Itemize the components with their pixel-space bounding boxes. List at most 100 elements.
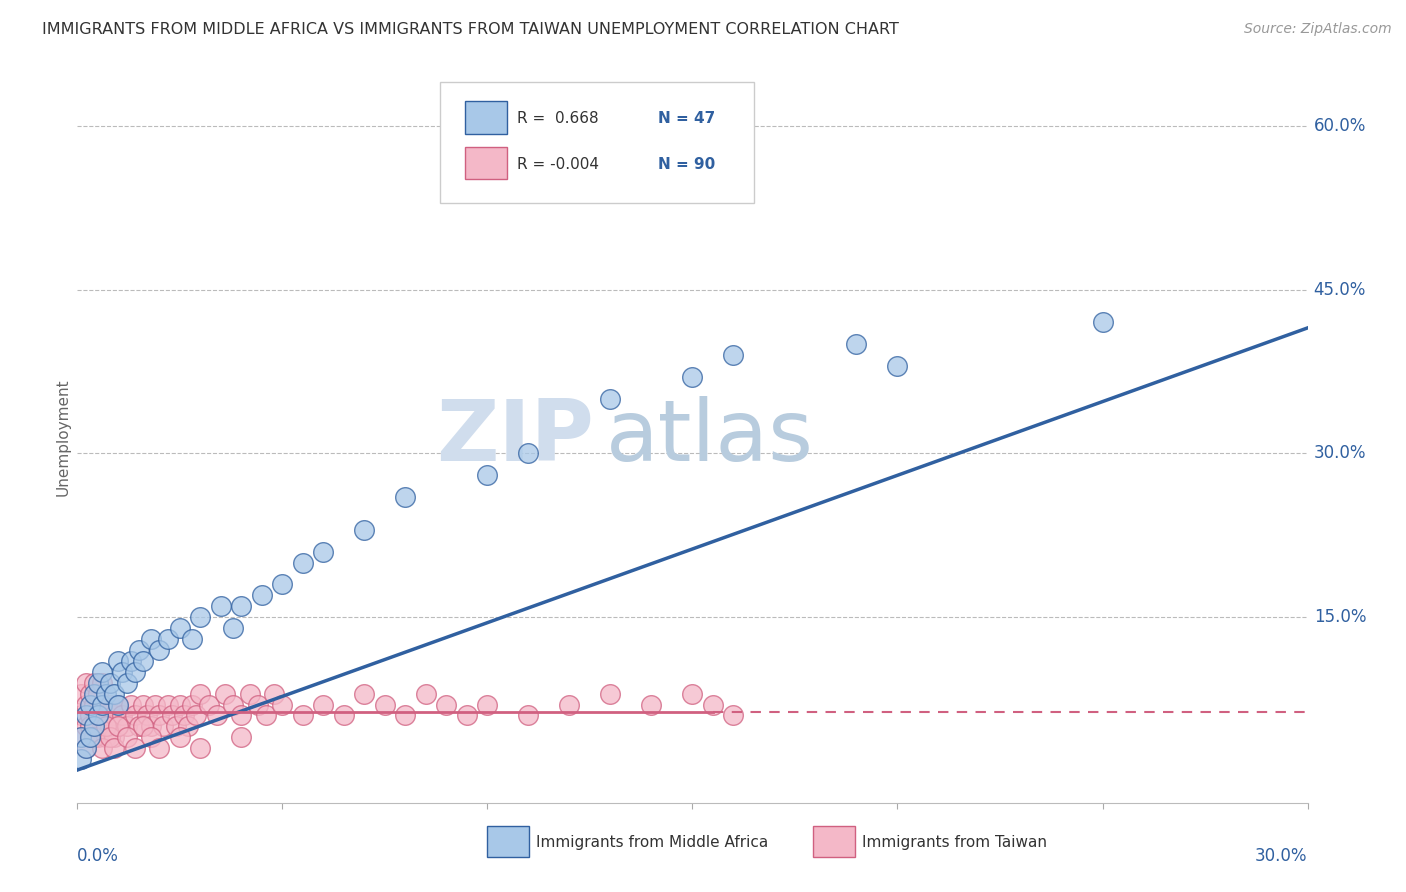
Point [169,621,191,635]
Point [141,632,163,646]
Point [79,731,101,745]
Text: 30.0%: 30.0% [1256,847,1308,864]
Point [120,698,142,712]
Point [263,687,285,701]
Point [75,675,97,690]
Point [1091,315,1114,329]
Point [394,708,416,723]
Point [70,731,93,745]
Point [186,708,208,723]
Point [374,698,396,712]
Point [79,731,101,745]
Point [477,468,499,483]
Point [83,719,105,733]
Point [517,708,540,723]
FancyBboxPatch shape [486,826,529,857]
Point [169,731,191,745]
Point [83,731,105,745]
Point [312,545,335,559]
Point [723,348,745,362]
Point [148,741,170,756]
Point [165,719,187,733]
Point [90,698,114,712]
Point [75,708,97,723]
Point [98,731,121,745]
Point [87,708,110,723]
Point [148,708,170,723]
Point [231,731,253,745]
Point [177,719,200,733]
Point [103,731,125,745]
Point [70,752,93,766]
Point [246,698,269,712]
Point [886,359,908,373]
Point [141,719,163,733]
Point [394,490,416,504]
Point [141,731,163,745]
Point [436,698,458,712]
Point [94,731,117,745]
Point [136,708,159,723]
Point [599,392,621,406]
Point [90,741,114,756]
Point [169,698,191,712]
Text: IMMIGRANTS FROM MIDDLE AFRICA VS IMMIGRANTS FROM TAIWAN UNEMPLOYMENT CORRELATION: IMMIGRANTS FROM MIDDLE AFRICA VS IMMIGRA… [42,22,898,37]
Point [148,643,170,657]
Point [160,708,183,723]
Point [188,741,212,756]
Text: 0.0%: 0.0% [77,847,120,864]
Point [103,687,125,701]
Point [205,708,228,723]
Point [111,708,134,723]
Text: 45.0%: 45.0% [1313,281,1367,299]
Point [312,698,335,712]
Point [103,708,125,723]
Point [250,588,273,602]
Point [90,698,114,712]
Point [87,675,110,690]
Text: Immigrants from Taiwan: Immigrants from Taiwan [862,835,1047,850]
Point [115,731,138,745]
FancyBboxPatch shape [465,146,506,179]
Point [353,687,375,701]
Point [188,610,212,624]
Point [291,556,314,570]
FancyBboxPatch shape [440,82,754,203]
Point [599,687,621,701]
Point [271,577,294,591]
Point [222,621,245,635]
Point [83,675,105,690]
Point [98,675,121,690]
Point [231,599,253,614]
Point [90,719,114,733]
Point [124,741,146,756]
Point [94,708,117,723]
Point [70,708,93,723]
Point [156,698,179,712]
Point [231,708,253,723]
Point [107,698,129,712]
Point [75,741,97,756]
Point [107,719,129,733]
Point [124,708,146,723]
Text: R =  0.668: R = 0.668 [516,112,598,127]
Point [143,698,166,712]
Text: 15.0%: 15.0% [1313,608,1367,626]
Point [456,708,478,723]
Text: N = 47: N = 47 [658,112,716,127]
Point [188,687,212,701]
Point [98,719,121,733]
Point [271,698,294,712]
Point [558,698,581,712]
Point [682,687,704,701]
Point [132,698,155,712]
Point [75,741,97,756]
Point [79,687,101,701]
Point [214,687,236,701]
Point [87,708,110,723]
Point [702,698,724,712]
Text: ZIP: ZIP [436,395,595,479]
Text: R = -0.004: R = -0.004 [516,157,599,172]
Point [111,665,134,679]
FancyBboxPatch shape [465,102,506,134]
